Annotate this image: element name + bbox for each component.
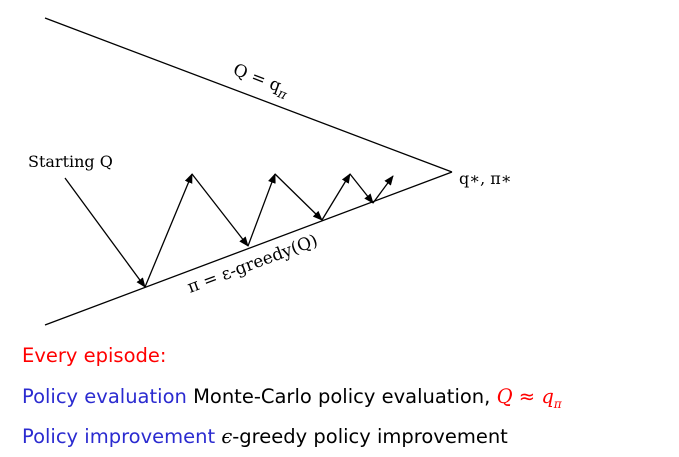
upper-line-label: Q = qπ (229, 60, 293, 104)
lower-line (44, 171, 453, 326)
gpi-diagram: Q = qπ π = ε-greedy(Q) Starting Q q∗, π∗ (28, 17, 512, 326)
zigzag-arrows (64, 173, 394, 288)
q-pi: qπ (541, 385, 562, 411)
arrow-up-2 (247, 173, 276, 247)
every-episode-heading: Every episode: (22, 344, 167, 367)
policy-improvement-label: Policy improvement (22, 425, 216, 448)
epsilon-symbol: ϵ (221, 425, 233, 448)
arrow-up-3 (321, 173, 351, 221)
arrow-start (64, 177, 146, 288)
policy-evaluation-line: Policy evaluation Monte-Carlo policy eva… (22, 387, 562, 410)
policy-evaluation-label: Policy evaluation (22, 385, 187, 408)
arrow-up-1 (144, 173, 193, 288)
arrow-up-4 (372, 175, 394, 204)
policy-improvement-desc: -greedy policy improvement (232, 425, 508, 448)
arrow-down-1 (191, 173, 249, 247)
approx-symbol: ≈ (518, 385, 536, 408)
policy-improvement-line: Policy improvement ϵ-greedy policy impro… (22, 427, 508, 447)
start-label: Starting Q (28, 152, 113, 171)
q-symbol: Q (496, 385, 513, 408)
upper-line (44, 17, 453, 173)
apex-label: q∗, π∗ (459, 169, 512, 188)
arrow-down-2 (274, 173, 323, 221)
arrow-down-3 (349, 173, 374, 204)
policy-evaluation-desc: Monte-Carlo policy evaluation, (193, 385, 491, 408)
